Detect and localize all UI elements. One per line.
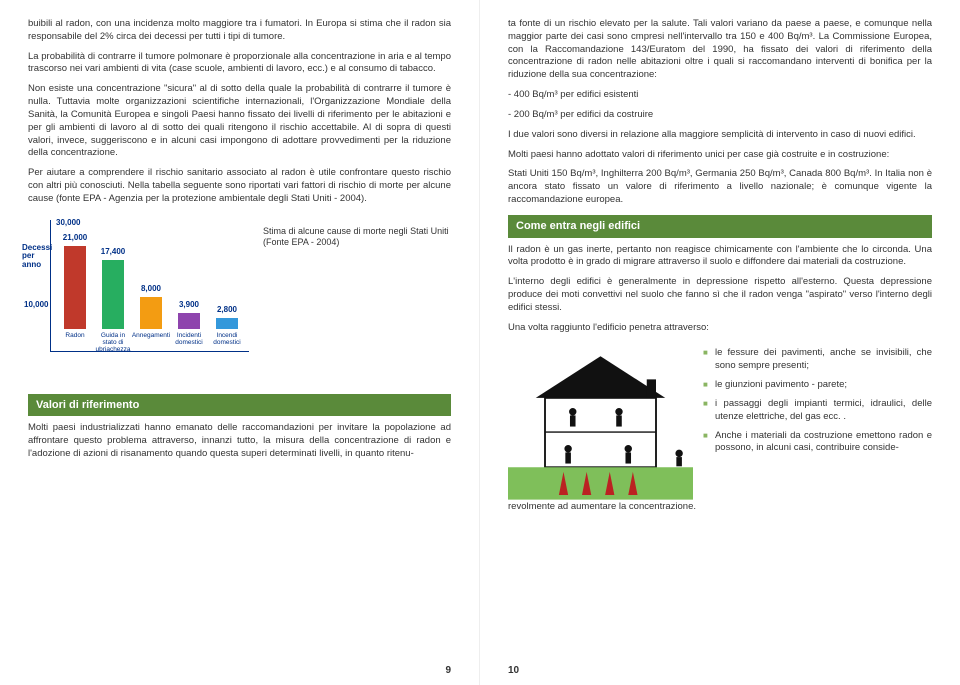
left-text-2: Molti paesi industrializzati hanno emana… xyxy=(28,422,451,460)
bar-value: 17,400 xyxy=(101,247,125,258)
bar-value: 3,900 xyxy=(179,300,199,311)
bars-container: 21,000 Radon 17,400 Guida in stato di ubria… xyxy=(60,232,249,352)
right-text-2: Il radon è un gas inerte, pertanto non r… xyxy=(508,244,932,335)
bar-rect xyxy=(140,297,162,328)
bar-2: 8,000Annegamenti xyxy=(136,284,166,351)
list-item: i passaggi degli impianti termici, idrau… xyxy=(703,398,932,424)
bar-label: Annegamenti xyxy=(132,332,170,352)
right-text-3: revolmente ad aumentare la concentrazion… xyxy=(508,501,932,514)
list-item: le fessure dei pavimenti, anche se invis… xyxy=(703,347,932,373)
y-axis-line xyxy=(50,220,51,352)
bar-label: Radon xyxy=(65,332,84,352)
page-left: buibili al radon, con una incidenza molt… xyxy=(0,0,480,685)
list-item: Anche i materiali da costruzione emetton… xyxy=(703,430,932,456)
house-row: le fessure dei pavimenti, anche se invis… xyxy=(508,341,932,501)
para: ta fonte di un rischio elevato per la sa… xyxy=(508,18,932,82)
house-text: le fessure dei pavimenti, anche se invis… xyxy=(703,341,932,501)
ground xyxy=(508,468,693,500)
bar-value: 8,000 xyxy=(141,284,161,295)
chimney-icon xyxy=(647,380,656,399)
para: Molti paesi hanno adottato valori di rif… xyxy=(508,149,932,162)
para: Per aiutare a comprendere il rischio san… xyxy=(28,167,451,205)
bar-1: 17,400 Guida in stato di ubriachezza xyxy=(98,247,128,351)
bar-label: Incendi domestici xyxy=(212,332,242,352)
para: La probabilità di contrarre il tumore po… xyxy=(28,51,451,77)
para: Stati Uniti 150 Bq/m³, Inghilterra 200 B… xyxy=(508,168,932,206)
para: Non esiste una concentrazione "sicura" a… xyxy=(28,83,451,160)
bar-rect xyxy=(216,318,238,329)
page-right: ta fonte di un rischio elevato per la sa… xyxy=(480,0,960,685)
bar-rect xyxy=(102,260,124,328)
para: buibili al radon, con una incidenza molt… xyxy=(28,18,451,44)
bar-3: 3,900 Incidenti domestici xyxy=(174,300,204,351)
page-number: 9 xyxy=(445,664,451,678)
para: L'interno degli edifici è generalmente i… xyxy=(508,276,932,314)
para: Una volta raggiunto l'edificio penetra a… xyxy=(508,322,932,335)
page-number: 10 xyxy=(508,664,519,678)
bar-rect xyxy=(178,313,200,328)
bar-label: Guida in stato di ubriachezza xyxy=(95,332,130,352)
bar-4: 2,800 Incendi domestici xyxy=(212,305,242,352)
para: Molti paesi industrializzati hanno emana… xyxy=(28,422,451,460)
bar-rect xyxy=(64,246,86,329)
bar-value: 21,000 xyxy=(63,233,87,244)
left-text: buibili al radon, con una incidenza molt… xyxy=(28,18,451,206)
house-diagram xyxy=(508,341,693,501)
para: revolmente ad aumentare la concentrazion… xyxy=(508,501,932,514)
y-label: 30,000 xyxy=(56,218,80,229)
section-header-valori: Valori di riferimento xyxy=(28,394,451,417)
bar-value: 2,800 xyxy=(217,305,237,316)
list-item: - 200 Bq/m³ per edifici da costruire xyxy=(508,109,932,122)
bar-chart: 30,000 Decessi per anno 10,000 21,000Rad… xyxy=(28,220,253,380)
chart-area: 30,000 Decessi per anno 10,000 21,000Rad… xyxy=(28,220,451,380)
para: I due valori sono diversi in relazione a… xyxy=(508,129,932,142)
entry-points-list: le fessure dei pavimenti, anche se invis… xyxy=(703,347,932,455)
para: Il radon è un gas inerte, pertanto non r… xyxy=(508,244,932,270)
y-tick: 10,000 xyxy=(24,300,48,311)
bar-0: 21,000 Radon xyxy=(60,233,90,351)
bar-label: Incidenti domestici xyxy=(174,332,204,352)
chart-caption: Stima di alcune cause di morte negli Sta… xyxy=(263,220,449,380)
section-header-edifici: Come entra negli edifici xyxy=(508,215,932,238)
right-text: ta fonte di un rischio elevato per la sa… xyxy=(508,18,932,207)
list-item: - 400 Bq/m³ per edifici esistenti xyxy=(508,89,932,102)
list-item: le giunzioni pavimento - parete; xyxy=(703,379,932,392)
y-axis-title: Decessi per anno xyxy=(22,244,52,270)
